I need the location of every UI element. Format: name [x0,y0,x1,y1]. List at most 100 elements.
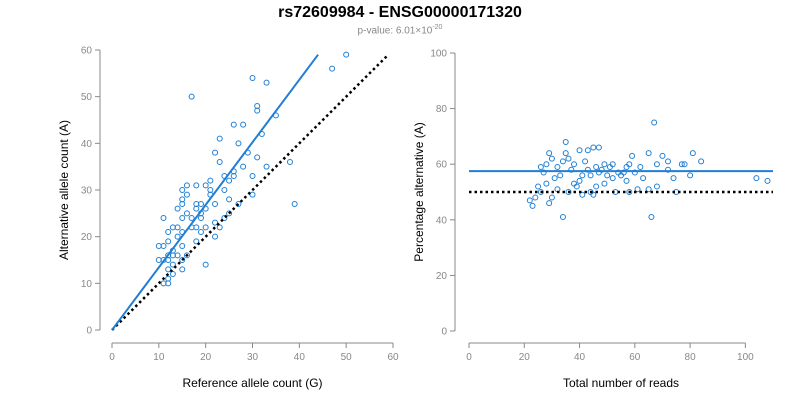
panel2-y-tick-label-5: 100 [430,49,447,60]
panel1-x-tick-label-1: 10 [153,352,165,363]
panel1-data-point-61 [221,215,228,221]
panel1-data-point-67 [230,121,237,128]
panel1-data-point-82 [286,159,293,165]
panel1-y-tick-label-1: 10 [81,279,93,290]
panel1-data-point-7 [165,275,172,282]
panel2-data-point-69 [664,166,671,173]
panel1-y-axis-title: Alternative allele count (A) [57,120,71,260]
panel2-data-point-74 [687,172,694,179]
panel2-data-point-23 [568,166,575,173]
panel2-data-point-48 [609,175,616,182]
panel1-data-point-32 [183,191,190,198]
panel1-data-point-75 [254,154,261,161]
panel1-data-point-34 [188,93,195,100]
panel1-data-point-38 [193,224,200,231]
panel2-y-axis-title: Percentage alternative (A) [412,122,426,261]
panel2-data-point-0 [526,197,533,204]
panel2-data-point-72 [678,161,685,168]
panel1-x-axis-title: Reference allele count (G) [182,376,322,390]
panel2-data-point-39 [593,163,600,170]
panel1-x-tick-label-6: 60 [387,352,399,363]
panel1-x-tick-label-3: 30 [247,352,259,363]
panel2-data-point-33 [584,147,591,154]
panel1-fit-line [111,54,319,331]
panel1-data-point-36 [188,215,195,221]
panel1-data-point-85 [343,51,350,58]
panel1-data-point-63 [226,210,233,217]
panel1-data-point-33 [183,182,190,189]
panel2-data-point-14 [554,163,561,170]
panel1-x-tick-label-5: 50 [341,352,353,363]
panel1-y-tick-label-3: 30 [81,186,93,197]
panel1-data-point-69 [235,140,242,147]
panel1-data-point-12 [165,229,172,235]
panel1-data-point-49 [202,182,209,189]
panel1-data-point-45 [197,201,204,207]
panel2-data-point-19 [562,150,569,157]
panel2-data-point-22 [565,189,572,195]
panel1-data-point-21 [174,252,181,259]
panel1-data-point-53 [212,233,219,240]
panel2-data-point-28 [576,177,583,184]
panel1-data-point-41 [193,182,200,189]
panel1-data-point-23 [179,257,186,263]
panel1-x-tick-label-4: 40 [294,352,306,363]
panel2-data-point-37 [590,191,597,198]
panel2-data-point-21 [565,155,572,162]
panel2-data-point-32 [584,166,591,173]
panel2-x-axis-title: Total number of reads [563,376,679,390]
panel2-x-tick-label-2: 40 [574,352,586,363]
panel2-x-tick-label-0: 0 [466,352,472,363]
panel1-data-point-73 [249,75,256,81]
panel1-data-point-18 [174,233,181,240]
panel2-data-point-55 [626,161,633,168]
panel2-data-point-67 [653,183,660,190]
panel1-data-point-80 [263,163,270,170]
panel2-y-tick-label-0: 0 [441,327,447,338]
panel2-data-point-27 [576,147,583,154]
panel2-data-point-63 [645,150,652,157]
panel1-y-tick-label-4: 40 [81,139,93,150]
panel2-data-point-79 [664,158,671,165]
panel1-data-point-37 [193,238,200,245]
panel2-data-point-17 [559,214,566,221]
panel1-data-point-52 [207,177,214,184]
panel1-data-point-46 [202,261,209,268]
panel2-y-tick-label-4: 80 [436,104,448,115]
panel1-data-point-60 [221,187,228,193]
panel2-data-point-6 [540,169,547,176]
panel1-data-point-17 [169,271,176,277]
panel2-data-point-18 [559,158,566,165]
panel1-data-point-30 [183,252,190,259]
panel1-data-point-4 [160,215,167,221]
panel2-y-tick-label-2: 40 [436,215,448,226]
panel1-data-point-24 [179,243,186,249]
panel2-data-point-47 [609,161,616,168]
panel2-data-point-75 [689,150,696,157]
panel1-data-point-20 [174,224,181,231]
panel2-data-point-73 [681,161,688,168]
panel2-data-point-34 [587,172,594,179]
panel1-data-point-54 [212,219,219,226]
panel1-data-point-71 [240,163,247,170]
panel1-y-tick-label-2: 20 [81,232,93,243]
panel1-data-point-58 [216,135,223,142]
panel1-data-point-64 [226,196,233,203]
panel1-y-tick-label-5: 50 [81,92,93,103]
panel2-y-tick-label-3: 60 [436,160,448,171]
panel2-data-point-7 [543,180,550,187]
panel2-data-point-68 [659,152,666,159]
panel2-data-point-20 [562,138,569,145]
panel1-data-point-65 [226,177,233,184]
panel1-data-point-13 [169,261,176,268]
panel2-data-point-57 [629,152,636,159]
subtitle-exponent: -20 [432,24,443,31]
panel2-data-point-12 [548,194,555,201]
panel2-data-point-76 [698,158,705,165]
chart-subtitle: p-value: 6.01×10-20 [0,24,800,36]
panel2-data-point-77 [753,175,760,182]
panel2-data-point-31 [582,158,589,165]
panel2-data-point-24 [571,161,578,168]
panel2-data-point-11 [548,155,555,162]
